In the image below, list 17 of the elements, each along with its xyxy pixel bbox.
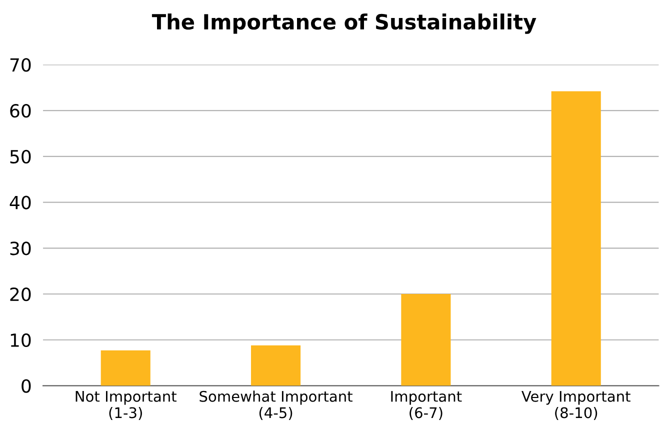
x-tick-label: Important (6-7) (391, 391, 462, 420)
bar (401, 294, 451, 386)
bar (251, 345, 301, 386)
bar (100, 350, 150, 386)
x-tick-label: Somewhat Important (4-5) (200, 390, 352, 420)
chart-title: The Importance of Sustainability (152, 14, 536, 34)
y-tick-label: 70 (10, 58, 31, 72)
y-tick-label: 20 (10, 287, 31, 302)
y-tick-label: 60 (10, 104, 31, 118)
x-tick-label: Not Important (1-3) (76, 391, 177, 420)
y-tick-label: 40 (10, 196, 31, 210)
x-tick-label: Very Important (8-10) (522, 391, 630, 420)
y-tick-label: 0 (22, 379, 31, 393)
y-tick-label: 10 (10, 333, 31, 347)
bar (551, 91, 601, 386)
y-tick-label: 50 (10, 150, 31, 164)
y-tick-label: 30 (10, 242, 31, 256)
